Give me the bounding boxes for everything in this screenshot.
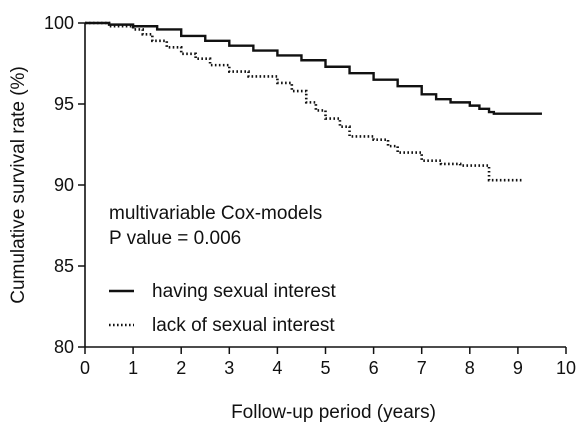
annotation-model: multivariable Cox-models: [109, 203, 322, 224]
y-tick-label: 80: [54, 337, 74, 357]
x-tick-label: 10: [556, 358, 576, 378]
x-tick-label: 5: [320, 358, 330, 378]
y-tick-label: 90: [54, 175, 74, 195]
x-tick-label: 8: [465, 358, 475, 378]
series-line-having-interest: [85, 21, 542, 115]
annotation-p-value: P value = 0.006: [109, 228, 241, 249]
x-tick-label: 1: [128, 358, 138, 378]
x-tick-label: 3: [224, 358, 234, 378]
series-layer: [85, 21, 542, 182]
y-tick-label: 85: [54, 256, 74, 276]
x-tick-label: 2: [176, 358, 186, 378]
x-tick-label: 6: [369, 358, 379, 378]
x-axis-label: Follow-up period (years): [231, 402, 436, 423]
y-tick-label: 100: [44, 13, 74, 33]
x-tick-label: 4: [272, 358, 282, 378]
series-line-lack-interest: [85, 21, 523, 182]
legend-label-lack-interest: lack of sexual interest: [152, 315, 335, 336]
text-layer: Cumulative survival rate (%) Follow-up p…: [8, 66, 436, 423]
legend-label-having-interest: having sexual interest: [152, 281, 336, 302]
x-tick-label: 7: [417, 358, 427, 378]
y-axis-label: Cumulative survival rate (%): [8, 66, 29, 304]
x-tick-label: 0: [80, 358, 90, 378]
y-tick-label: 95: [54, 94, 74, 114]
x-tick-label: 9: [513, 358, 523, 378]
axes: 80 85 90 95 100 0 1 2 3 4 5 6 7 8 9 10: [44, 13, 576, 378]
